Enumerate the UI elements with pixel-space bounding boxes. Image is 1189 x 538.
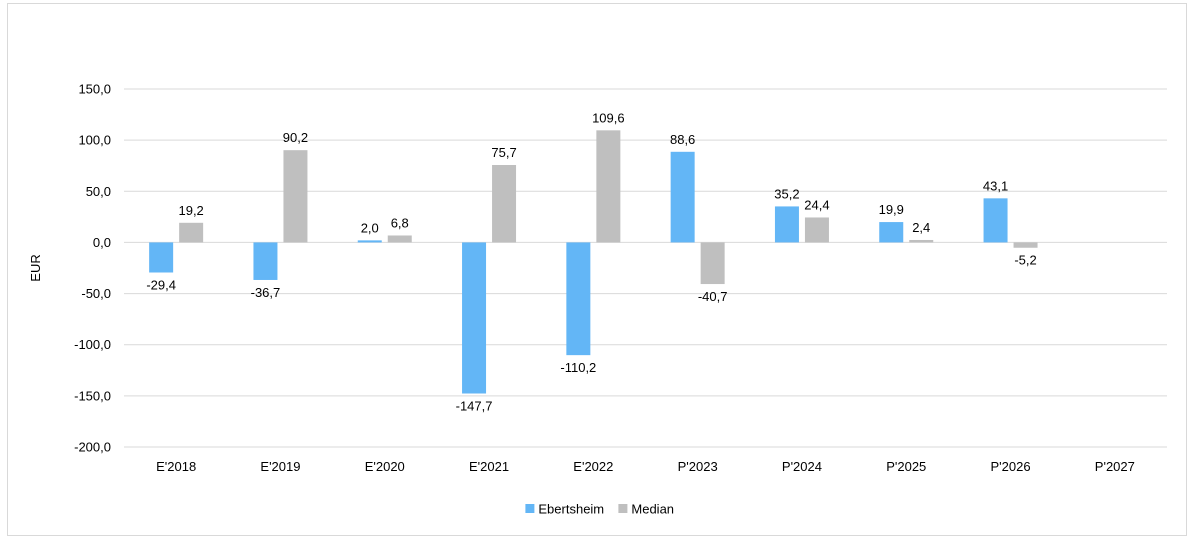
legend: Ebertsheim Median <box>525 502 674 517</box>
bar-median <box>283 150 308 243</box>
bar-median <box>700 242 725 285</box>
bar-ebertsheim <box>983 198 1008 243</box>
data-label: 35,2 <box>774 186 799 201</box>
data-labels: -29,4 19,2 -36,7 90,2 2,0 6,8 -147,7 75,7 -110,2… <box>146 110 1036 413</box>
y-tick-label: -100,0 <box>74 337 111 352</box>
x-tick-label: E'2021 <box>469 459 509 474</box>
bar-ebertsheim <box>462 242 487 394</box>
x-tick-label: P'2023 <box>678 459 718 474</box>
y-tick-label: 50,0 <box>86 184 111 199</box>
y-tick-label: 150,0 <box>78 82 111 97</box>
bar-median <box>596 130 621 243</box>
data-label: 109,6 <box>592 110 625 125</box>
bar-ebertsheim <box>253 242 278 280</box>
y-tick-label: -50,0 <box>81 286 111 301</box>
x-axis-ticks: E'2018 E'2019 E'2020 E'2021 E'2022 P'2023 P'20… <box>156 459 1135 474</box>
data-label: -110,2 <box>560 360 596 375</box>
bar-ebertsheim <box>774 206 799 243</box>
y-axis-label: EUR <box>28 254 43 281</box>
data-label: 90,2 <box>283 130 308 145</box>
gridlines <box>124 88 1167 448</box>
bar-median <box>804 217 829 243</box>
data-label: -29,4 <box>146 278 176 293</box>
data-label: -5,2 <box>1014 253 1036 268</box>
y-tick-label: -200,0 <box>74 440 111 455</box>
x-tick-label: E'2018 <box>156 459 196 474</box>
x-tick-label: E'2019 <box>260 459 300 474</box>
x-tick-label: P'2025 <box>886 459 926 474</box>
data-label: 2,4 <box>912 220 930 235</box>
data-label: 19,9 <box>879 202 904 217</box>
bar-median <box>909 239 934 243</box>
bar-ebertsheim <box>670 151 695 243</box>
bar-ebertsheim <box>357 240 382 243</box>
legend-label: Ebertsheim <box>538 502 604 517</box>
legend-swatch <box>525 504 535 513</box>
data-label: 75,7 <box>491 145 516 160</box>
legend-label: Median <box>631 502 674 517</box>
data-label: -147,7 <box>456 399 493 414</box>
x-tick-label: E'2020 <box>365 459 405 474</box>
data-label: -36,7 <box>251 285 281 300</box>
y-tick-label: 0,0 <box>93 235 111 250</box>
bar-median <box>492 164 517 243</box>
data-label: 19,2 <box>178 203 203 218</box>
data-label: 43,1 <box>983 178 1008 193</box>
y-tick-label: 100,0 <box>78 133 111 148</box>
bar-median <box>1013 242 1038 248</box>
bar-median <box>387 235 412 243</box>
y-tick-label: -150,0 <box>74 388 111 403</box>
bar-median <box>179 222 204 243</box>
bar-ebertsheim <box>879 222 904 243</box>
x-tick-label: P'2026 <box>991 459 1031 474</box>
legend-swatch <box>618 504 628 513</box>
data-label: 24,4 <box>804 197 829 212</box>
x-tick-label: E'2022 <box>573 459 613 474</box>
bar-ebertsheim <box>566 242 591 356</box>
x-tick-label: P'2024 <box>782 459 822 474</box>
data-label: 2,0 <box>361 220 379 235</box>
data-label: -40,7 <box>698 289 728 304</box>
data-label: 6,8 <box>391 215 409 230</box>
bars <box>149 130 1038 394</box>
x-tick-label: P'2027 <box>1095 459 1135 474</box>
data-label: 88,6 <box>670 132 695 147</box>
bar-ebertsheim <box>149 242 174 273</box>
y-axis-ticks: 150,0 100,0 50,0 0,0 -50,0 -100,0 -150,0 -200,0 <box>74 82 111 455</box>
